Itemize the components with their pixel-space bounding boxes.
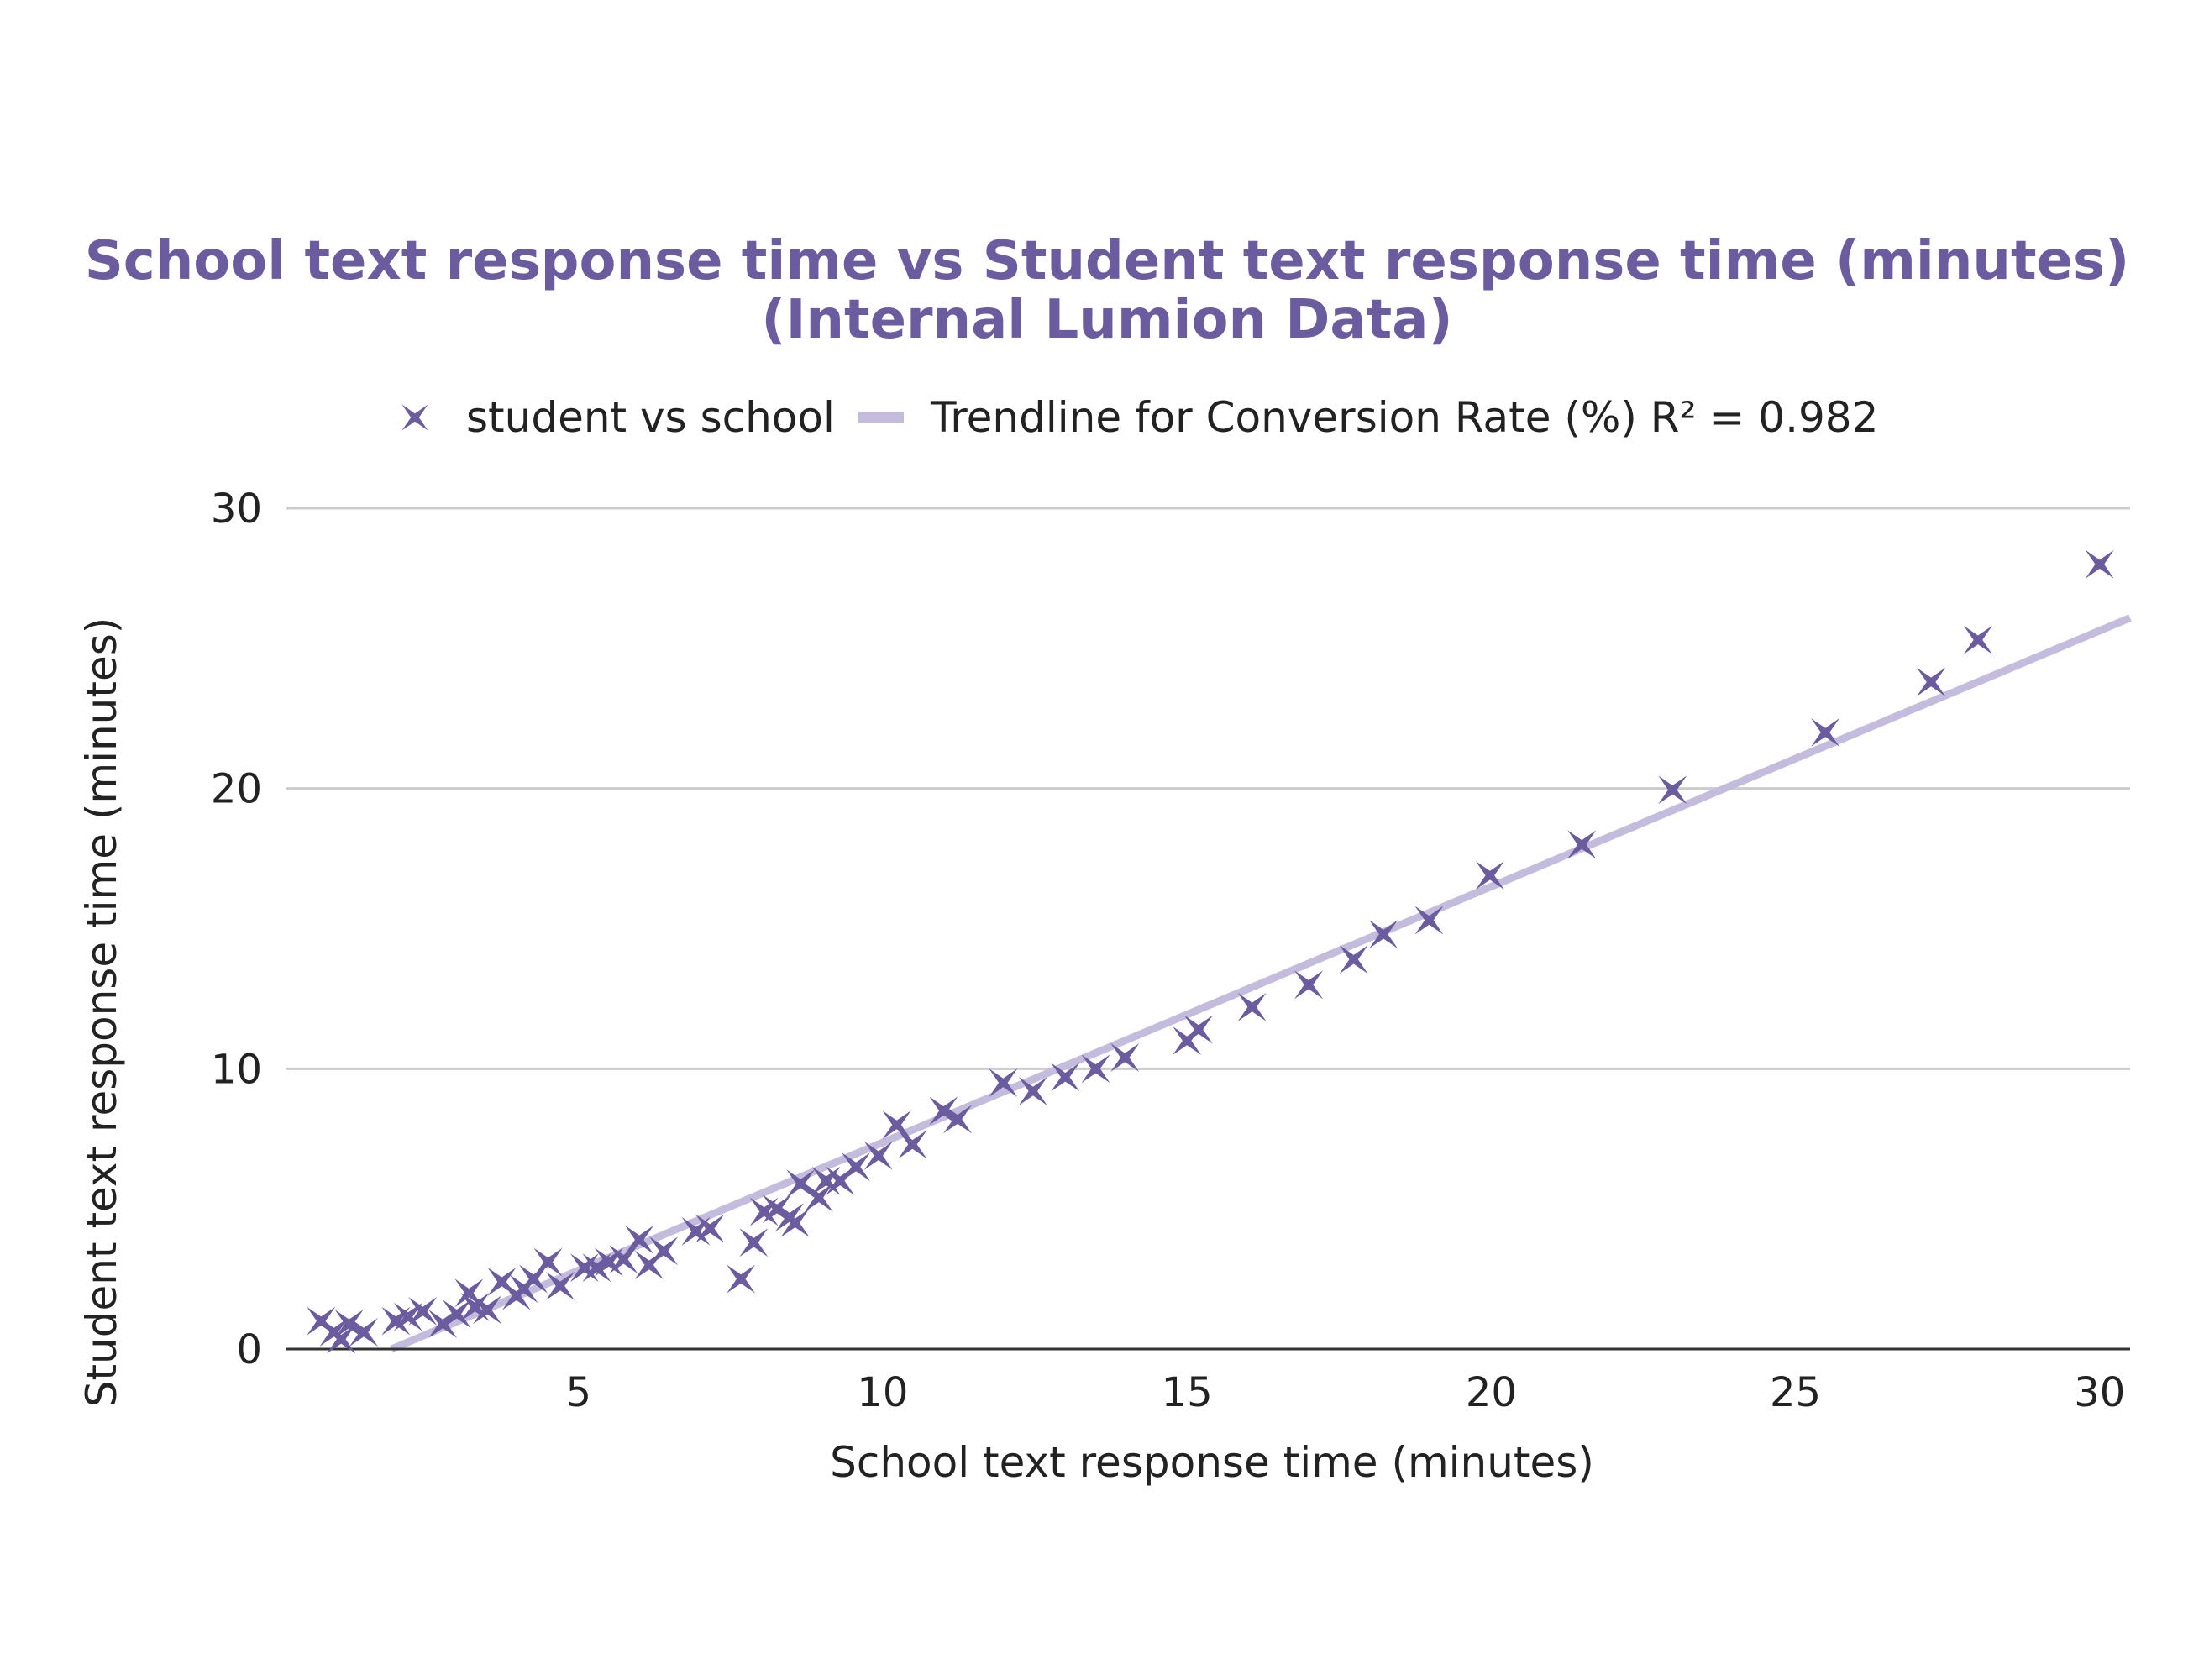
data-point (408, 1297, 438, 1326)
data-point (1051, 1063, 1080, 1092)
data-point (1475, 861, 1504, 890)
data-point (1081, 1054, 1110, 1084)
data-point (943, 1105, 972, 1134)
data-point (1294, 970, 1323, 1000)
data-point (695, 1214, 725, 1243)
data-point (1414, 906, 1444, 935)
x-tick-label: 30 (2074, 1369, 2125, 1416)
x-tick-label: 10 (857, 1369, 908, 1416)
x-tick-label: 5 (565, 1369, 591, 1416)
chart-title: School text response time vs Student tex… (85, 230, 2130, 292)
data-point (428, 1310, 458, 1338)
y-tick-labels: 0 10 20 30 (211, 486, 262, 1373)
data-point (780, 1208, 810, 1237)
data-point (546, 1272, 575, 1300)
data-point (1811, 718, 1839, 747)
legend-trendline-swatch (858, 412, 904, 423)
data-point (1369, 920, 1398, 949)
data-point (989, 1068, 1018, 1097)
data-point (454, 1278, 484, 1308)
data-point (2085, 549, 2114, 579)
data-point (1110, 1043, 1140, 1072)
y-tick-label: 20 (211, 766, 262, 813)
data-point (727, 1264, 756, 1294)
data-point (929, 1096, 958, 1126)
data-point (1658, 775, 1687, 805)
data-point (739, 1228, 769, 1257)
data-point (609, 1245, 638, 1274)
legend-label-trendline: Trendline for Conversion Rate (%) R² = 0… (930, 393, 1878, 442)
trendline (390, 614, 2132, 1353)
data-point (649, 1236, 679, 1266)
x-axis-label: School text response time (minutes) (830, 1438, 1594, 1487)
data-point (327, 1325, 356, 1354)
data-point (595, 1247, 623, 1277)
data-point (349, 1318, 378, 1347)
data-point (393, 1302, 422, 1331)
data-point (442, 1299, 471, 1329)
data-points (307, 549, 2114, 1354)
y-tick-label: 30 (211, 486, 262, 533)
data-point (1917, 667, 1946, 696)
data-point (762, 1194, 791, 1224)
y-axis-label: Student text response time (minutes) (77, 617, 126, 1408)
legend-marker-icon (401, 404, 428, 431)
x-tick-labels: 5 10 15 20 25 30 (565, 1369, 2125, 1416)
data-point (1963, 625, 1992, 654)
data-point (842, 1152, 870, 1182)
data-point (1567, 830, 1597, 859)
data-point (334, 1310, 364, 1338)
data-point (1237, 993, 1267, 1021)
data-point (519, 1264, 548, 1294)
legend: student vs school Trendline for Conversi… (401, 393, 1878, 442)
data-point (1018, 1077, 1047, 1105)
gridlines (286, 507, 2130, 1070)
data-point (625, 1225, 654, 1254)
y-tick-label: 10 (211, 1046, 262, 1093)
data-point (804, 1183, 833, 1212)
x-tick-label: 25 (1770, 1369, 1821, 1416)
x-tick-label: 20 (1466, 1369, 1517, 1416)
chart-subtitle: (Internal Lumion Data) (761, 289, 1452, 351)
data-point (1339, 945, 1368, 974)
data-point (533, 1247, 563, 1277)
data-point (1183, 1015, 1213, 1044)
y-tick-label: 0 (236, 1326, 262, 1373)
data-point (473, 1295, 501, 1325)
data-point (786, 1169, 816, 1199)
x-tick-label: 15 (1162, 1369, 1213, 1416)
legend-label-series: student vs school (466, 393, 835, 442)
data-point (863, 1141, 893, 1170)
data-point (898, 1130, 927, 1159)
data-point (882, 1110, 911, 1139)
